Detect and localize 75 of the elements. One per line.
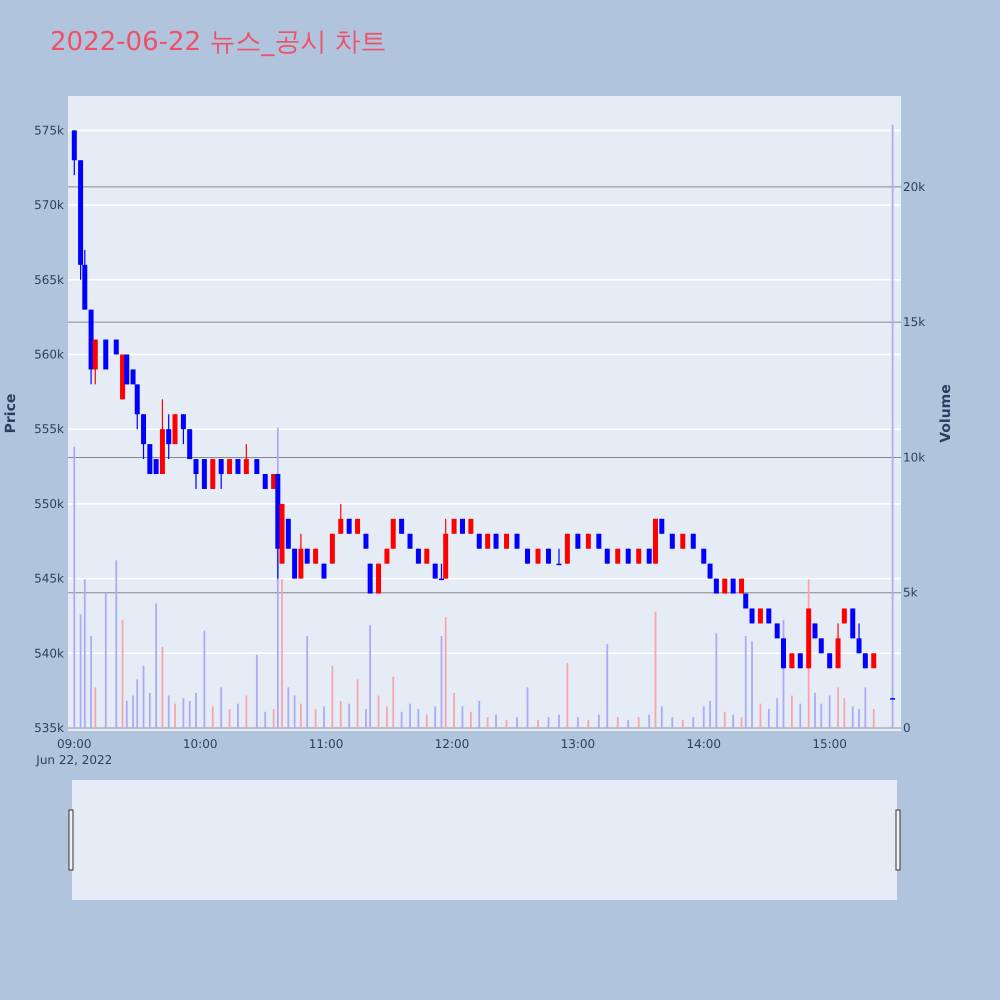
candlestick bbox=[714, 578, 719, 594]
y2-tick-label: 10k bbox=[903, 450, 926, 464]
candlestick bbox=[321, 563, 326, 580]
candlestick bbox=[856, 622, 862, 654]
x-tick-label: 15:00 bbox=[812, 737, 847, 751]
y2-tick-label: 0 bbox=[903, 721, 911, 736]
x-tick-label: 13:00 bbox=[560, 737, 596, 751]
candlestick bbox=[416, 548, 421, 564]
candlestick bbox=[604, 548, 610, 564]
candlestick bbox=[432, 563, 438, 580]
candlestick bbox=[818, 638, 824, 654]
x-tick-label: 09:00 bbox=[57, 737, 92, 751]
candlestick bbox=[536, 548, 541, 564]
y-tick-label: 555k bbox=[34, 422, 64, 436]
candlestick bbox=[556, 548, 562, 566]
candlestick bbox=[262, 473, 268, 490]
candlestick bbox=[468, 518, 474, 534]
candlestick bbox=[774, 622, 780, 639]
y2-axis-title: Volume bbox=[938, 384, 954, 443]
candlestick bbox=[525, 548, 530, 564]
x-tick-label: 11:00 bbox=[308, 737, 344, 751]
candlestick bbox=[346, 518, 352, 534]
candlestick bbox=[166, 414, 172, 460]
candlestick bbox=[452, 518, 457, 534]
y-tick-label: 550k bbox=[34, 496, 64, 511]
candlestick bbox=[546, 548, 551, 564]
candlestick bbox=[615, 548, 620, 564]
x-tick-label: 14:00 bbox=[686, 737, 722, 751]
candlestick bbox=[842, 608, 847, 624]
candlestick bbox=[399, 518, 404, 534]
candlestick bbox=[313, 548, 318, 564]
candlestick bbox=[424, 548, 430, 564]
candlestick bbox=[730, 578, 736, 594]
y-tick-label: 560k bbox=[34, 347, 64, 362]
y2-tick-label: 15k bbox=[903, 315, 926, 330]
candlestick bbox=[355, 518, 360, 534]
y2-tick-label: 20k bbox=[903, 180, 926, 194]
candlestick bbox=[701, 548, 706, 564]
candlestick bbox=[114, 338, 119, 356]
candlestick bbox=[460, 518, 465, 534]
candlestick bbox=[722, 578, 728, 594]
candlestick bbox=[812, 622, 818, 639]
x-tick-label: 10:00 bbox=[182, 737, 218, 751]
candlestick bbox=[708, 563, 713, 580]
x-tick-label: 12:00 bbox=[434, 737, 470, 751]
candlestick bbox=[235, 458, 240, 475]
y-tick-label: 575k bbox=[34, 123, 64, 138]
candlestick bbox=[626, 548, 631, 564]
chart-title: 2022-06-22 뉴스_공시 차트 bbox=[50, 27, 387, 57]
candlestick bbox=[218, 458, 224, 490]
candlestick bbox=[244, 444, 249, 475]
y2-tick-label: 5k bbox=[903, 586, 918, 600]
y-tick-label: 545k bbox=[34, 572, 64, 586]
candlestick bbox=[384, 548, 390, 564]
candlestick bbox=[659, 518, 664, 534]
text: Jun 22, 2022 bbox=[35, 753, 112, 767]
candlestick bbox=[227, 458, 232, 475]
candlestick bbox=[636, 548, 642, 564]
candlestick bbox=[180, 414, 186, 445]
y-tick-label: 565k bbox=[34, 272, 64, 287]
candlestick bbox=[739, 578, 744, 594]
y-tick-label: 540k bbox=[34, 646, 64, 660]
y-tick-label: 570k bbox=[34, 198, 64, 212]
y-axis-title: Price bbox=[3, 394, 19, 434]
candlestick bbox=[193, 458, 198, 490]
candlestick bbox=[254, 458, 260, 475]
candlestick bbox=[743, 592, 748, 610]
candlestick bbox=[304, 548, 310, 564]
candlestick bbox=[766, 608, 772, 624]
candlestick bbox=[338, 503, 344, 534]
candlestick bbox=[438, 563, 444, 580]
candlestick bbox=[758, 608, 763, 624]
y-tick-label: 535k bbox=[34, 721, 64, 736]
candlestick bbox=[750, 608, 755, 624]
candlestick bbox=[646, 548, 652, 564]
